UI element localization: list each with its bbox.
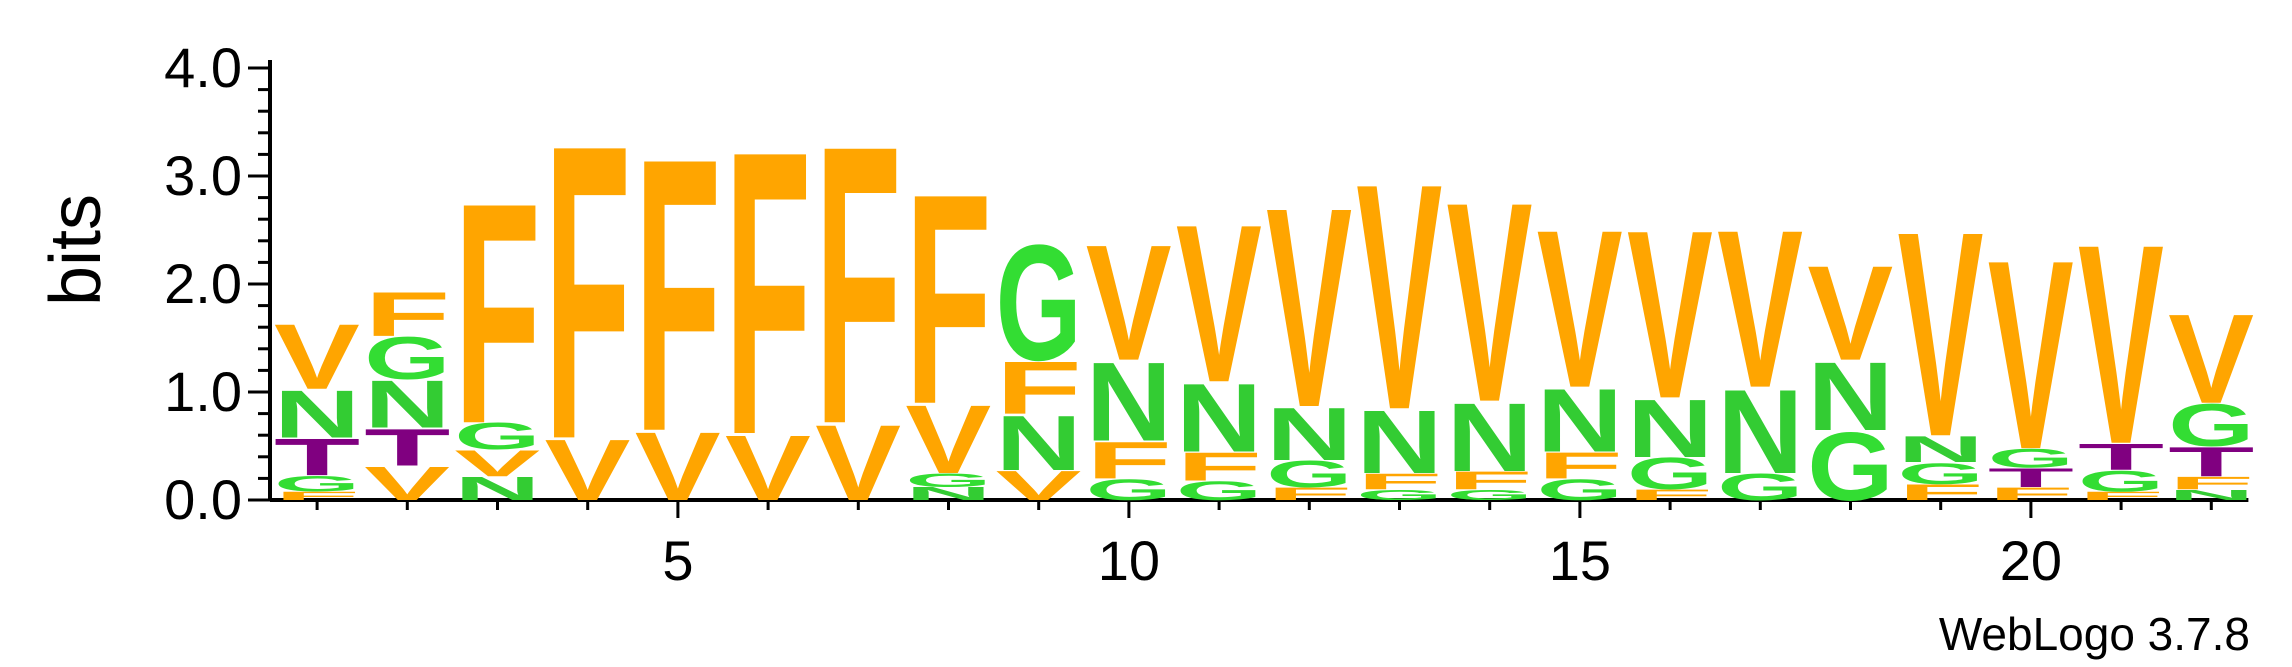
logo-letter-G: G — [1537, 473, 1623, 506]
logo-letter-V: V — [1807, 238, 1893, 388]
logo-letter-F: F — [1898, 480, 1984, 505]
logo-letter-G: G — [1898, 457, 1984, 490]
logo-letter-G: G — [1717, 466, 1803, 508]
logo-letter-G: G — [1176, 476, 1262, 506]
logo-letter-N: N — [364, 366, 450, 442]
logo-letter-F: F — [454, 137, 540, 489]
y-tick-label: 0.0 — [164, 468, 242, 531]
logo-letter-N: N — [1537, 371, 1623, 471]
logo-letter-N: N — [1717, 366, 1803, 499]
logo-letter-V: V — [1898, 170, 1984, 498]
logo-letter-T: T — [2078, 436, 2164, 478]
logo-letter-N: N — [2168, 487, 2254, 504]
logo-letter-F: F — [364, 279, 450, 349]
y-tick-label: 4.0 — [164, 36, 242, 99]
logo-letter-N: N — [905, 484, 991, 504]
logo-letter-V: V — [1447, 143, 1533, 461]
logo-letter-N: N — [1176, 364, 1262, 473]
logo-letter-G: G — [364, 324, 450, 391]
y-axis-title: bits — [36, 194, 116, 306]
logo-letter-V: V — [1176, 177, 1262, 429]
logo-letter-G: G — [1086, 473, 1172, 506]
x-tick-label: 15 — [1549, 529, 1611, 592]
logo-letter-F: F — [2078, 489, 2164, 502]
logo-letter-V: V — [2168, 288, 2254, 430]
logo-letter-V: V — [1627, 181, 1713, 449]
x-tick-label: 10 — [1098, 529, 1160, 592]
logo-letter-G: G — [1627, 448, 1713, 499]
logo-letter-V: V — [454, 443, 540, 485]
axis-layer: 0.0 1.0 2.0 3.0 4.0 5 10 15 20 — [164, 36, 2249, 592]
logo-letter-G: G — [274, 471, 360, 496]
logo-letter-T: T — [364, 418, 450, 477]
y-tick-label: 3.0 — [164, 144, 242, 207]
logo-letter-V: V — [1086, 211, 1172, 395]
logo-letter-F: F — [635, 79, 721, 514]
logo-letter-V: V — [2078, 185, 2164, 503]
logo-letter-G: G — [1447, 486, 1533, 503]
logo-letter-G: G — [2168, 391, 2254, 458]
logo-letter-N: N — [1266, 393, 1352, 477]
logo-letter-F: F — [725, 67, 811, 520]
logo-letter-N: N — [1898, 428, 1984, 470]
logo-letter-V: V — [635, 413, 721, 521]
x-tick-label: 20 — [2000, 529, 2062, 592]
logo-letter-F: F — [1086, 431, 1172, 490]
logo-letter-G: G — [996, 210, 1082, 394]
logo-letter-T: T — [274, 428, 360, 487]
x-tick-label: 5 — [662, 529, 693, 592]
logo-letter-V: V — [1988, 204, 2074, 505]
logo-letter-V: V — [364, 456, 450, 510]
logo-letter-G: G — [2078, 465, 2164, 498]
logo-letter-V: V — [1356, 118, 1442, 478]
logo-letter-G: G — [1807, 413, 1893, 521]
logo-letter-T: T — [1988, 463, 2074, 493]
logo-letter-N: N — [1627, 382, 1713, 474]
logo-letter-F: F — [1176, 444, 1262, 489]
logo-letter-F: F — [1537, 445, 1623, 487]
logo-letter-V: V — [274, 304, 360, 408]
logo-letter-N: N — [1356, 392, 1442, 492]
logo-letter-V: V — [1717, 183, 1803, 435]
logo-letter-F: F — [1988, 484, 2074, 504]
logo-letter-F: F — [1627, 487, 1713, 504]
logo-letter-V: V — [1266, 148, 1352, 466]
logo-letter-G: G — [1988, 443, 2074, 473]
logo-letter-F: F — [2168, 473, 2254, 493]
logo-letter-G: G — [905, 469, 991, 491]
logo-letter-F: F — [996, 346, 1082, 430]
logo-letter-N: N — [274, 376, 360, 452]
logo-letter-V: V — [905, 386, 991, 494]
logo-letter-V: V — [996, 462, 1082, 509]
y-tick-label: 2.0 — [164, 252, 242, 315]
logo-letter-F: F — [545, 58, 631, 527]
logo-letter-V: V — [1537, 183, 1623, 435]
logo-letter-N: N — [1086, 339, 1172, 465]
logo-letter-V: V — [725, 415, 811, 519]
weblogo-credit: WebLogo 3.7.8 — [1939, 608, 2250, 660]
logo-letter-F: F — [905, 131, 991, 466]
logo-letter-V: V — [545, 422, 631, 519]
logo-letter-G: G — [454, 415, 540, 457]
logo-letter-N: N — [454, 470, 540, 507]
logo-letter-F: F — [1356, 469, 1442, 494]
logo-letter-V: V — [815, 403, 901, 524]
logo-letter-G: G — [1266, 453, 1352, 495]
logo-letter-G: G — [1356, 486, 1442, 503]
logo-letter-T: T — [2168, 439, 2254, 486]
logo-letter-F: F — [1447, 466, 1533, 494]
y-tick-label: 1.0 — [164, 360, 242, 423]
logo-letter-N: N — [1807, 342, 1893, 451]
logo-letter-F: F — [815, 64, 901, 508]
logo-letter-N: N — [1447, 383, 1533, 492]
logo-letter-F: F — [1266, 484, 1352, 504]
logo-letter-N: N — [996, 400, 1082, 487]
logo-letter-F: F — [274, 489, 360, 502]
